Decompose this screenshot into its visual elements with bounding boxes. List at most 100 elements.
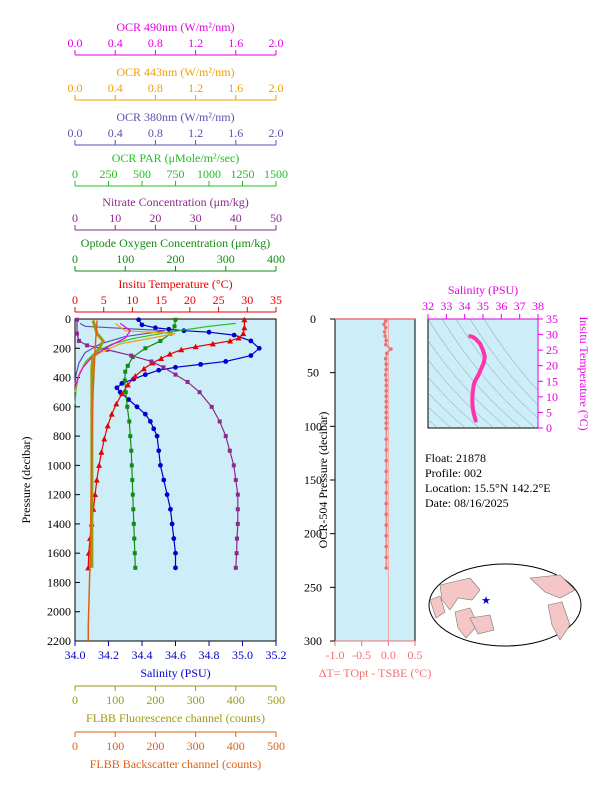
axis-title-salinity: Salinity (PSU) — [140, 666, 210, 680]
data-point-temperature — [108, 411, 115, 417]
ts-ytick-label: 15 — [546, 374, 558, 388]
delta-t-point — [384, 362, 389, 366]
data-point-oxygen — [131, 521, 136, 526]
ts-xtick-label: 32 — [422, 299, 434, 313]
data-point-temperature — [96, 462, 103, 468]
data-point-salinity — [256, 345, 262, 351]
tick-label-ocr443: 1.2 — [188, 81, 203, 95]
data-point-salinity — [153, 325, 158, 331]
data-point-oxygen — [131, 507, 136, 512]
tick-label-ocr380: 0.4 — [108, 126, 123, 140]
pressure-tick-label: 2200 — [47, 634, 71, 648]
data-point-temperature — [98, 449, 105, 455]
data-point-temperature — [227, 337, 234, 344]
tick-label-ocr380: 0.0 — [68, 126, 83, 140]
delta-t-ytick-label: 200 — [304, 527, 322, 541]
pressure-tick-label: 1000 — [47, 458, 71, 472]
series-line-ocr490 — [74, 322, 132, 388]
delta-t-ytick-label: 150 — [304, 473, 322, 487]
tick-label-ocr443: 0.8 — [148, 81, 163, 95]
series-line-oxygen — [124, 319, 177, 568]
tick-label-ocr490: 0.0 — [68, 36, 83, 50]
data-point-temperature — [101, 436, 108, 442]
map-landmass — [429, 595, 446, 619]
tick-label-oxygen: 100 — [116, 252, 134, 266]
tick-label-par: 500 — [133, 167, 151, 181]
data-point-nitrate — [235, 507, 240, 512]
tick-label-par: 1500 — [264, 167, 288, 181]
ts-xlabel: Salinity (PSU) — [448, 283, 518, 297]
data-point-salinity — [158, 462, 163, 468]
density-contour — [455, 319, 538, 419]
data-point-salinity — [231, 332, 237, 338]
density-contour — [428, 339, 509, 428]
data-point-nitrate — [173, 372, 178, 377]
data-point-oxygen — [132, 551, 137, 556]
delta-t-point — [384, 512, 389, 517]
axis-title-nitrate: Nitrate Concentration (μm/kg) — [102, 195, 248, 209]
data-point-nitrate — [235, 536, 240, 541]
data-point-nitrate — [197, 390, 202, 395]
tick-label-fluorescence: 300 — [187, 693, 205, 707]
data-point-salinity — [173, 550, 178, 556]
tick-label-temperature: 10 — [126, 293, 138, 307]
data-point-temperature — [192, 343, 199, 350]
pressure-axis-title: Pressure (decibar) — [19, 437, 33, 524]
tick-label-salinity: 34.8 — [199, 648, 220, 662]
data-point-temperature — [93, 477, 100, 483]
delta-t-point — [382, 322, 386, 327]
tick-label-nitrate: 30 — [190, 211, 202, 225]
delta-t-point — [384, 351, 389, 356]
tick-label-oxygen: 300 — [217, 252, 235, 266]
density-contour — [469, 319, 538, 406]
axis-title-fluorescence: FLBB Fluorescence channel (counts) — [86, 711, 265, 725]
location: Location: 15.5°N 142.2°E — [425, 481, 551, 495]
tick-label-fluorescence: 100 — [106, 693, 124, 707]
data-point-nitrate — [161, 365, 166, 370]
data-point-salinity — [147, 419, 153, 424]
axis-title-ocr443: OCR 443nm (W/m²/nm) — [116, 65, 234, 79]
data-point-salinity — [151, 426, 157, 432]
data-point-oxygen — [123, 369, 128, 374]
density-contour — [483, 319, 538, 391]
delta-t-point — [383, 319, 388, 323]
data-point-oxygen — [132, 536, 137, 541]
data-point-salinity — [168, 506, 173, 512]
delta-t-point — [384, 448, 389, 452]
data-point-temperature — [124, 381, 131, 388]
data-point-nitrate — [234, 551, 239, 556]
ts-panel — [427, 318, 539, 429]
data-point-salinity — [142, 372, 148, 378]
tick-label-nitrate: 40 — [230, 211, 242, 225]
tick-label-nitrate: 0 — [72, 211, 78, 225]
tick-label-salinity: 35.2 — [266, 648, 287, 662]
delta-t-point — [384, 544, 389, 549]
date: Date: 08/16/2025 — [425, 496, 509, 510]
data-point-salinity — [223, 359, 229, 364]
data-point-nitrate — [75, 317, 80, 322]
tick-label-backscatter: 100 — [106, 739, 124, 753]
data-point-oxygen — [158, 338, 163, 343]
ts-ylabel: Insitu Temperature (°C) — [577, 316, 591, 430]
data-point-nitrate — [235, 521, 240, 526]
delta-t-point — [384, 566, 389, 570]
tick-label-ocr490: 0.4 — [108, 36, 123, 50]
ts-xtick-label: 38 — [532, 299, 544, 313]
pressure-tick-label: 1600 — [47, 546, 71, 560]
world-map: ★ — [428, 563, 582, 647]
data-point-salinity — [166, 326, 172, 332]
data-point-oxygen — [128, 434, 133, 439]
data-point-temperature — [209, 340, 216, 347]
data-point-temperature — [92, 491, 99, 498]
delta-t-point — [384, 555, 389, 560]
delta-t-panel — [334, 318, 416, 642]
ts-xtick-label: 36 — [495, 299, 507, 313]
series-line-backscatter — [87, 320, 98, 641]
tick-label-ocr380: 1.6 — [228, 126, 243, 140]
pressure-tick-label: 200 — [53, 341, 71, 355]
map-landmass — [454, 607, 479, 639]
axis-title-par: OCR PAR (μMole/m²/sec) — [112, 151, 240, 165]
data-point-temperature — [104, 422, 111, 429]
data-point-temperature — [178, 346, 185, 353]
